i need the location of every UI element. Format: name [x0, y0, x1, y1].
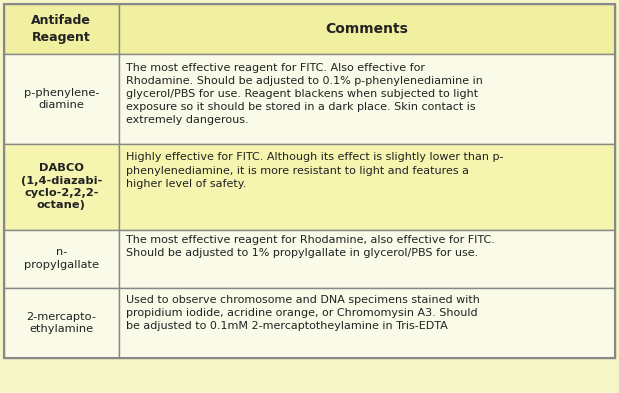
Text: Comments: Comments — [326, 22, 408, 36]
Bar — [118, 144, 615, 230]
Bar — [118, 4, 615, 54]
Text: 2-mercapto-
ethylamine: 2-mercapto- ethylamine — [26, 312, 97, 334]
Text: DABCO
(1,4-diazabi-
cyclo-2,2,2-
octane): DABCO (1,4-diazabi- cyclo-2,2,2- octane) — [20, 163, 102, 210]
Bar — [4, 54, 118, 144]
Text: The most effective reagent for Rhodamine, also effective for FITC.
Should be adj: The most effective reagent for Rhodamine… — [126, 235, 495, 259]
Text: Antifade
Reagent: Antifade Reagent — [32, 14, 91, 44]
Bar — [118, 54, 615, 144]
Text: Used to observe chromosome and DNA specimens stained with
propidium iodide, acri: Used to observe chromosome and DNA speci… — [126, 295, 479, 331]
Bar — [4, 288, 118, 358]
Bar — [4, 230, 118, 288]
Text: Highly effective for FITC. Although its effect is slightly lower than p-
phenyle: Highly effective for FITC. Although its … — [126, 152, 503, 189]
Bar — [118, 288, 615, 358]
Text: n-
propylgallate: n- propylgallate — [24, 248, 99, 270]
Text: p-phenylene-
diamine: p-phenylene- diamine — [24, 88, 99, 110]
Bar — [118, 230, 615, 288]
Bar — [4, 4, 118, 54]
Text: The most effective reagent for FITC. Also effective for
Rhodamine. Should be adj: The most effective reagent for FITC. Als… — [126, 63, 482, 125]
Bar — [4, 144, 118, 230]
